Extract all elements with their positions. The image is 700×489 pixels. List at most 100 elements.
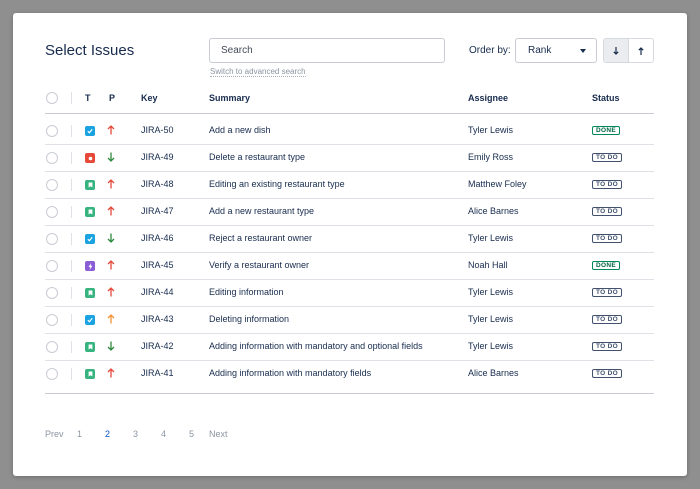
issue-key: JIRA-44 (141, 287, 174, 297)
issue-key: JIRA-42 (141, 341, 174, 351)
story-type-icon (85, 288, 95, 298)
issue-summary: Deleting information (209, 314, 290, 324)
issue-key: JIRA-49 (141, 152, 174, 162)
arrow-down-icon (107, 233, 117, 244)
row-divider (71, 179, 72, 191)
issue-summary: Reject a restaurant owner (209, 233, 313, 243)
header-divider (71, 92, 72, 104)
row-select-checkbox[interactable] (46, 179, 58, 191)
story-type-icon (85, 207, 95, 217)
issue-key: JIRA-45 (141, 260, 174, 270)
row-select-checkbox[interactable] (46, 233, 58, 245)
row-divider-line (45, 360, 654, 361)
order-by-label: Order by: (469, 45, 511, 56)
story-type-icon (85, 180, 95, 190)
arrow-up-icon (107, 314, 117, 325)
row-select-checkbox[interactable] (46, 341, 58, 353)
row-divider (71, 260, 72, 272)
row-divider (71, 233, 72, 245)
table-row[interactable]: JIRA-48 Editing an existing restaurant ty… (13, 171, 687, 198)
status-badge: TO DO (592, 207, 622, 216)
arrow-up-icon (107, 125, 117, 136)
row-divider (71, 287, 72, 299)
table-row[interactable]: JIRA-45 Verify a restaurant owner Noah Hal… (13, 252, 687, 279)
arrow-up-icon (107, 179, 117, 190)
issue-assignee: Alice Barnes (468, 206, 519, 216)
dialog-title: Select Issues (45, 42, 135, 59)
table-row[interactable]: JIRA-50 Add a new dish Tyler Lewis DONE (13, 117, 687, 144)
table-row[interactable]: JIRA-46 Reject a restaurant owner Tyler Le… (13, 225, 687, 252)
table-row[interactable]: JIRA-43 Deleting information Tyler Lewis TO… (13, 306, 687, 333)
table-row[interactable]: JIRA-44 Editing information Tyler Lewis TO … (13, 279, 687, 306)
column-header-key: Key (141, 93, 158, 103)
arrow-up-icon (107, 260, 117, 271)
arrow-up-icon (638, 46, 644, 55)
arrow-down-icon (613, 46, 619, 55)
issue-summary: Verify a restaurant owner (209, 260, 310, 270)
arrow-down-icon (107, 341, 117, 352)
issue-key: JIRA-46 (141, 233, 174, 243)
status-badge: DONE (592, 261, 620, 270)
row-select-checkbox[interactable] (46, 287, 58, 299)
row-divider-line (45, 306, 654, 307)
row-divider-line (45, 252, 654, 253)
status-badge: TO DO (592, 288, 622, 297)
table-row[interactable]: JIRA-41 Adding information with mandatory… (13, 360, 687, 387)
sort-direction-group (603, 38, 654, 63)
row-select-checkbox[interactable] (46, 368, 58, 380)
issue-key: JIRA-50 (141, 125, 174, 135)
row-divider (71, 125, 72, 137)
sort-ascending-button[interactable] (629, 39, 653, 62)
row-divider-line (45, 198, 654, 199)
status-badge: TO DO (592, 234, 622, 243)
row-divider (71, 341, 72, 353)
issue-summary: Add a new restaurant type (209, 206, 315, 216)
search-input[interactable] (209, 38, 445, 63)
task-type-icon (85, 315, 95, 325)
arrow-up-icon (107, 206, 117, 217)
column-header-assignee: Assignee (468, 93, 509, 103)
row-select-checkbox[interactable] (46, 152, 58, 164)
issue-assignee: Tyler Lewis (468, 341, 514, 351)
issue-assignee: Tyler Lewis (468, 125, 514, 135)
story-type-icon (85, 342, 95, 352)
sort-descending-button[interactable] (604, 39, 629, 62)
column-header-summary: Summary (209, 93, 251, 103)
table-row[interactable]: JIRA-42 Adding information with mandatory… (13, 333, 687, 360)
issue-summary: Editing information (209, 287, 284, 297)
order-by-select[interactable]: Rank (515, 38, 597, 63)
pagination-page-2[interactable]: 2 (105, 429, 111, 439)
row-select-checkbox[interactable] (46, 260, 58, 272)
status-badge: TO DO (592, 369, 622, 378)
issue-assignee: Tyler Lewis (468, 233, 514, 243)
row-divider (71, 368, 72, 380)
row-divider-line (45, 279, 654, 280)
pagination-page-5[interactable]: 5 (189, 429, 195, 439)
pagination-next[interactable]: Next (209, 429, 228, 439)
issue-assignee: Tyler Lewis (468, 314, 514, 324)
pagination-page-4[interactable]: 4 (161, 429, 167, 439)
pagination-prev[interactable]: Prev (45, 429, 64, 439)
task-type-icon (85, 126, 95, 136)
issue-summary: Adding information with mandatory and op… (209, 341, 423, 351)
arrow-up-icon (107, 287, 117, 298)
row-select-checkbox[interactable] (46, 206, 58, 218)
select-issues-dialog: Select Issues Switch to advanced search … (13, 13, 687, 476)
status-badge: TO DO (592, 153, 622, 162)
arrow-down-icon (107, 152, 117, 163)
table-row[interactable]: JIRA-47 Add a new restaurant type Alice Ba… (13, 198, 687, 225)
issue-key: JIRA-43 (141, 314, 174, 324)
row-select-checkbox[interactable] (46, 314, 58, 326)
issue-summary: Adding information with mandatory fields (209, 368, 372, 378)
story-type-icon (85, 369, 95, 379)
pagination-page-1[interactable]: 1 (77, 429, 83, 439)
issue-assignee: Matthew Foley (468, 179, 527, 189)
table-row[interactable]: JIRA-49 Delete a restaurant type Emily Ros… (13, 144, 687, 171)
advanced-search-link[interactable]: Switch to advanced search (210, 67, 306, 77)
column-header-priority: P (109, 93, 116, 103)
status-badge: DONE (592, 126, 620, 135)
pagination-page-3[interactable]: 3 (133, 429, 139, 439)
select-all-checkbox[interactable] (46, 92, 58, 104)
row-divider-line (45, 333, 654, 334)
row-select-checkbox[interactable] (46, 125, 58, 137)
